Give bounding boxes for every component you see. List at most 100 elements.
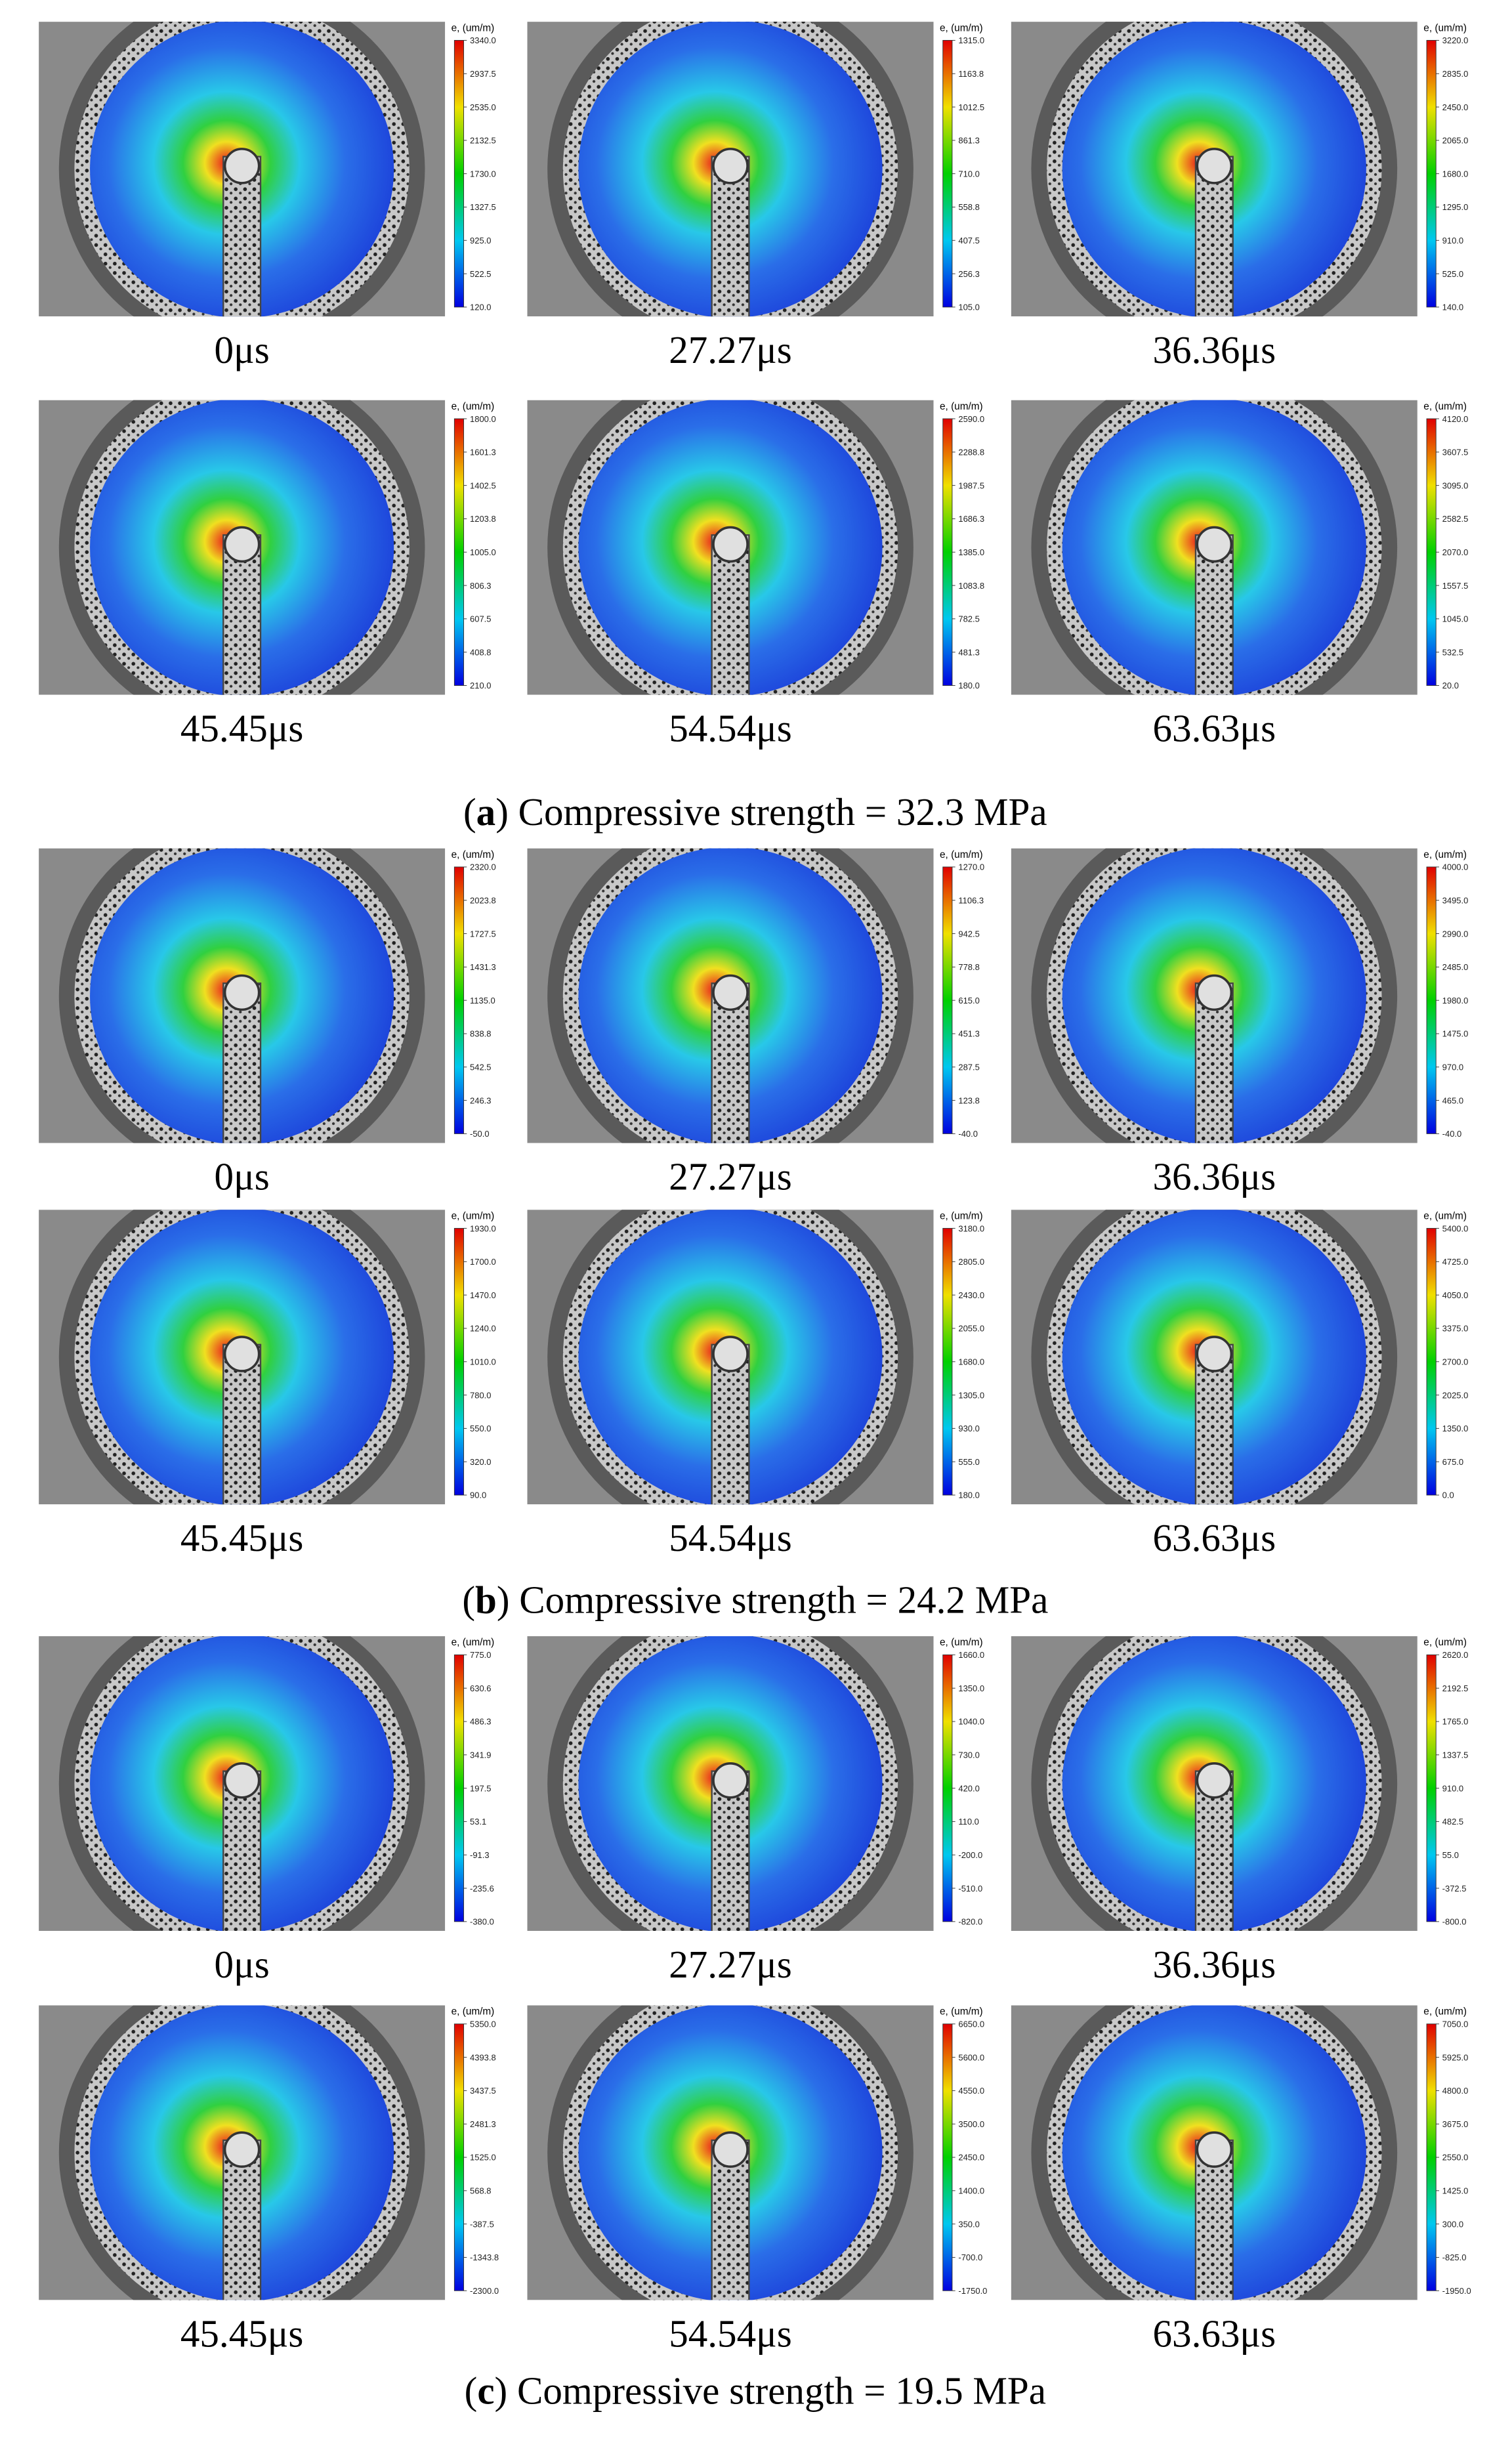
colorbar-tick-label: 1083.8 — [958, 581, 984, 591]
colorbar-tick-label: 3375.0 — [1442, 1324, 1469, 1334]
dic-frame — [39, 2005, 446, 2300]
colorbar-tick-label: 1012.5 — [958, 102, 984, 112]
loading-bar — [1194, 156, 1234, 317]
colorbar-tick-label: 482.5 — [1442, 1817, 1464, 1827]
colorbar-tick-label: 942.5 — [958, 929, 980, 939]
loading-pin — [223, 2131, 261, 2168]
colorbar-tick-label: 1680.0 — [958, 1357, 984, 1366]
colorbar-tick-label: 3500.0 — [958, 2119, 984, 2129]
colorbar-tick-label: 2070.0 — [1442, 547, 1469, 557]
time-label: 0μs — [215, 328, 270, 371]
colorbar-tick-label: 925.0 — [470, 236, 492, 245]
colorbar-tick-label: 2320.0 — [470, 862, 496, 872]
colorbar-tick-label: -825.0 — [1442, 2252, 1467, 2262]
colorbar-tick-label: -200.0 — [958, 1850, 982, 1860]
colorbar-tick-label: 2192.5 — [1442, 1683, 1469, 1693]
loading-pin — [712, 148, 749, 184]
colorbar — [942, 39, 953, 308]
colorbar-tick-label: -2300.0 — [470, 2286, 499, 2296]
colorbar-tick-label: 407.5 — [958, 236, 980, 245]
colorbar-tick-label: 1930.0 — [470, 1223, 496, 1233]
colorbar-tick-label: 1980.0 — [1442, 996, 1469, 1005]
colorbar-tick-label: 1106.3 — [958, 895, 984, 905]
colorbar-tick-label: 542.5 — [470, 1063, 492, 1072]
loading-bar — [1194, 2139, 1234, 2300]
colorbar-tick-label: 105.0 — [958, 303, 980, 312]
colorbar-tick-label: 930.0 — [958, 1424, 980, 1433]
colorbar-tick-label: 20.0 — [1442, 681, 1459, 690]
colorbar-tick-label: 2582.5 — [1442, 514, 1469, 524]
colorbar-tick-label: 838.8 — [470, 1029, 492, 1039]
colorbar-tick-label: 2590.0 — [958, 414, 984, 424]
colorbar-tick-label: 90.0 — [470, 1490, 486, 1500]
colorbar-tick-label: 1431.3 — [470, 962, 496, 972]
colorbar-tick-label: 1680.0 — [1442, 169, 1469, 179]
loading-bar — [222, 534, 262, 695]
colorbar-tick-label: 2450.0 — [958, 2153, 984, 2163]
caption-part: ( — [463, 790, 476, 834]
colorbar — [1426, 866, 1437, 1134]
colorbar-tick-label: 1203.8 — [470, 514, 496, 524]
colorbar-title: e, (um/m) — [452, 849, 495, 860]
caption-part: c — [477, 2369, 494, 2413]
dic-frame — [39, 848, 446, 1143]
colorbar-tick-label: 3180.0 — [958, 1223, 984, 1233]
colorbar-tick-label: 1700.0 — [470, 1257, 496, 1267]
colorbar-tick-label: 1987.5 — [958, 480, 984, 490]
colorbar-tick-label: 6650.0 — [958, 2019, 984, 2029]
dic-frame — [527, 2005, 934, 2300]
caption-part: ) Compressive strength = 32.3 MPa — [495, 790, 1047, 834]
loading-bar — [222, 982, 262, 1143]
dic-frame — [527, 22, 934, 317]
time-label: 45.45μs — [180, 2312, 304, 2355]
colorbar-tick-label: 256.3 — [958, 269, 980, 279]
colorbar-tick-label: 287.5 — [958, 1063, 980, 1072]
colorbar-tick-label: 0.0 — [1442, 1490, 1454, 1500]
colorbar — [942, 2023, 953, 2291]
colorbar-tick-label: 1425.0 — [1442, 2186, 1469, 2196]
colorbar-tick-label: 2535.0 — [470, 102, 496, 112]
colorbar-tick-label: -1950.0 — [1442, 2286, 1471, 2296]
colorbar-tick-label: 525.0 — [1442, 269, 1464, 279]
colorbar-tick-label: 775.0 — [470, 1650, 492, 1660]
colorbar-tick-label: 180.0 — [958, 1490, 980, 1500]
colorbar-tick-label: 780.0 — [470, 1390, 492, 1400]
colorbar-tick-label: 1005.0 — [470, 547, 496, 557]
colorbar — [942, 1228, 953, 1496]
colorbar-tick-label: 1765.0 — [1442, 1717, 1469, 1727]
colorbar — [1426, 418, 1437, 686]
colorbar-tick-label: 1270.0 — [958, 862, 984, 872]
colorbar-tick-label: 1337.5 — [1442, 1750, 1469, 1760]
colorbar — [942, 418, 953, 686]
colorbar-tick-label: 3495.0 — [1442, 895, 1469, 905]
colorbar — [942, 1654, 953, 1922]
dic-frame — [1011, 400, 1418, 695]
colorbar-tick-label: 2805.0 — [958, 1257, 984, 1267]
dic-frame — [527, 1210, 934, 1505]
colorbar-tick-label: 861.3 — [958, 136, 980, 146]
dic-frame — [1011, 848, 1418, 1143]
colorbar-tick-label: 408.8 — [470, 647, 492, 657]
colorbar-title: e, (um/m) — [452, 2006, 495, 2018]
colorbar-tick-label: 1315.0 — [958, 35, 984, 45]
dic-frame — [39, 22, 446, 317]
time-label: 27.27μs — [669, 1154, 792, 1198]
colorbar-tick-label: 300.0 — [1442, 2219, 1464, 2229]
dic-frame — [527, 400, 934, 695]
time-label: 63.63μs — [1153, 707, 1276, 750]
colorbar-tick-label: 4050.0 — [1442, 1290, 1469, 1300]
colorbar-tick-label: 1727.5 — [470, 929, 496, 939]
colorbar-tick-label: 4725.0 — [1442, 1257, 1469, 1267]
loading-bar — [222, 156, 262, 317]
colorbar-tick-label: -820.0 — [958, 1917, 982, 1927]
loading-bar — [711, 1343, 750, 1505]
colorbar-tick-label: 1040.0 — [958, 1717, 984, 1727]
dic-frame — [1011, 22, 1418, 317]
loading-pin — [712, 526, 749, 563]
time-label: 0μs — [215, 1943, 270, 1986]
time-label: 63.63μs — [1153, 1516, 1276, 1559]
colorbar-title: e, (um/m) — [940, 849, 983, 860]
colorbar-title: e, (um/m) — [1423, 2006, 1467, 2018]
colorbar-tick-label: 1305.0 — [958, 1390, 984, 1400]
